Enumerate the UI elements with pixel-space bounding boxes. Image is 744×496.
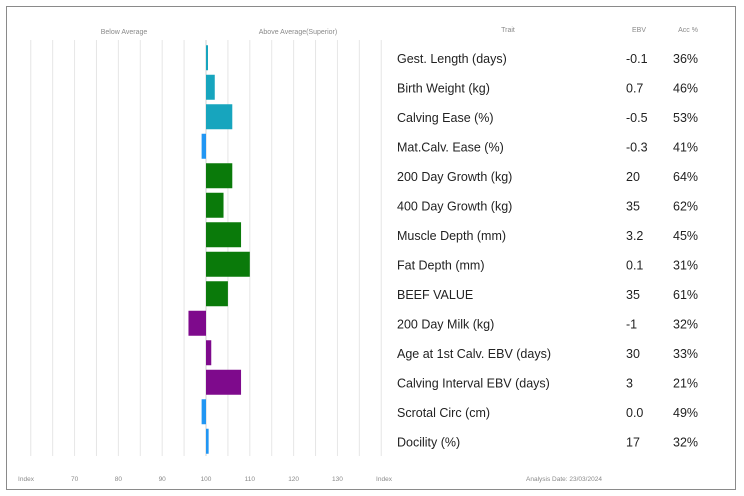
index-tick-label: 130: [332, 476, 343, 483]
ebv-value: 35: [626, 199, 640, 213]
ebv-value: -1: [626, 317, 637, 331]
trait-label: 200 Day Milk (kg): [397, 317, 494, 331]
ebv-value: 30: [626, 347, 640, 361]
trait-label: Fat Depth (mm): [397, 258, 485, 272]
trait-label: Calving Ease (%): [397, 111, 494, 125]
bar: [206, 428, 209, 454]
acc-value: 33%: [673, 347, 698, 361]
bar: [206, 251, 250, 277]
ebv-value: -0.3: [626, 140, 648, 154]
index-tick-label: Index: [376, 476, 393, 483]
index-tick-label: 80: [115, 476, 123, 483]
acc-value: 32%: [673, 435, 698, 449]
ebv-column-header: EBV: [632, 27, 646, 34]
acc-value: 64%: [673, 170, 698, 184]
analysis-date: Analysis Date: 23/03/2024: [526, 476, 602, 483]
bar: [201, 133, 206, 159]
bar: [206, 74, 215, 100]
bar: [206, 222, 242, 248]
index-tick-label: 120: [288, 476, 299, 483]
trait-label: Birth Weight (kg): [397, 81, 490, 95]
trait-label: Scrotal Circ (cm): [397, 406, 490, 420]
bar: [206, 281, 228, 307]
trait-label: Gest. Length (days): [397, 52, 507, 66]
trait-label: Calving Interval EBV (days): [397, 376, 550, 390]
bar: [206, 104, 233, 130]
bar: [206, 45, 208, 71]
acc-value: 41%: [673, 140, 698, 154]
bar: [206, 192, 224, 218]
index-tick-label: 100: [201, 476, 212, 483]
ebv-value: 17: [626, 435, 640, 449]
ebv-value: 20: [626, 170, 640, 184]
ebv-value: 0.0: [626, 406, 643, 420]
ebv-value: 0.7: [626, 81, 643, 95]
ebv-value: 0.1: [626, 258, 643, 272]
acc-value: 49%: [673, 406, 698, 420]
trait-column-header: Trait: [501, 27, 515, 34]
index-tick-label: 110: [245, 476, 256, 483]
bar: [206, 340, 212, 366]
index-tick-label: Index: [18, 476, 35, 483]
bar: [206, 163, 233, 189]
acc-value: 36%: [673, 52, 698, 66]
bar: [201, 399, 206, 425]
index-tick-label: 90: [159, 476, 167, 483]
ebv-value: 35: [626, 288, 640, 302]
ebv-chart-frame: [6, 6, 736, 490]
below-average-label: Below Average: [101, 29, 148, 36]
ebv-value: 3.2: [626, 229, 643, 243]
acc-value: 21%: [673, 376, 698, 390]
trait-label: BEEF VALUE: [397, 288, 473, 302]
trait-label: 200 Day Growth (kg): [397, 170, 512, 184]
above-average-label: Above Average(Superior): [259, 29, 337, 36]
trait-label: Age at 1st Calv. EBV (days): [397, 347, 551, 361]
acc-value: 62%: [673, 199, 698, 213]
ebv-value: -0.5: [626, 111, 648, 125]
index-tick-label: 70: [71, 476, 79, 483]
bar: [206, 369, 242, 395]
acc-value: 53%: [673, 111, 698, 125]
acc-value: 31%: [673, 258, 698, 272]
trait-label: 400 Day Growth (kg): [397, 199, 512, 213]
trait-label: Docility (%): [397, 435, 460, 449]
ebv-value: 3: [626, 376, 633, 390]
trait-label: Muscle Depth (mm): [397, 229, 506, 243]
acc-value: 61%: [673, 288, 698, 302]
bar: [188, 310, 206, 336]
ebv-value: -0.1: [626, 52, 648, 66]
acc-value: 45%: [673, 229, 698, 243]
acc-value: 32%: [673, 317, 698, 331]
acc-value: 46%: [673, 81, 698, 95]
trait-label: Mat.Calv. Ease (%): [397, 140, 504, 154]
acc-column-header: Acc %: [678, 27, 698, 34]
